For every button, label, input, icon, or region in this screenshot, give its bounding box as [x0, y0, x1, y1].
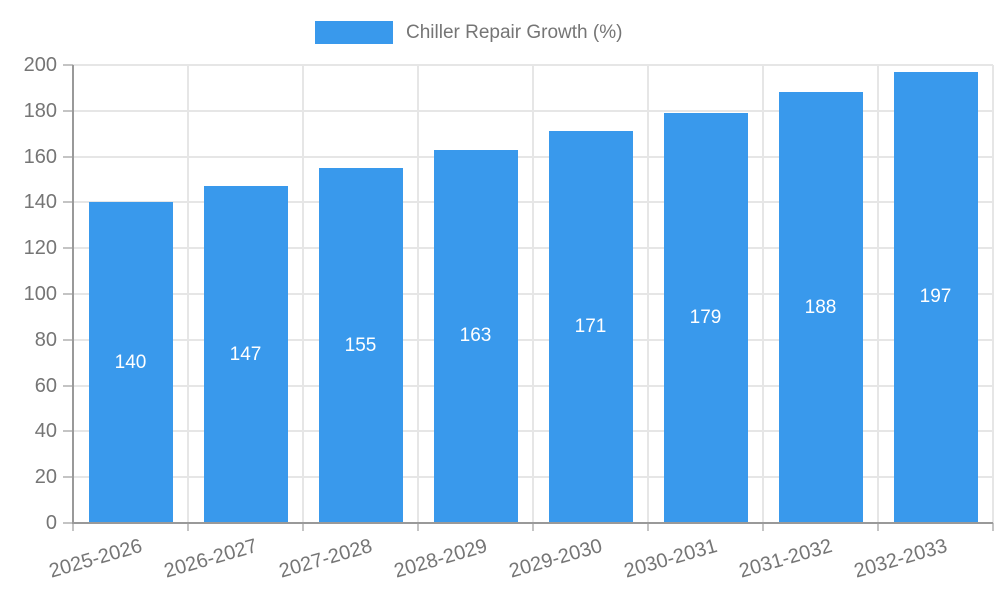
bar-value-label: 155 [344, 334, 377, 356]
x-axis-tick-label: 2026-2027 [161, 535, 260, 583]
bar [318, 168, 403, 523]
gridline-vertical [877, 65, 879, 523]
gridline-vertical [992, 65, 994, 523]
bar-value-label: 179 [689, 307, 722, 329]
gridline-vertical [532, 65, 534, 523]
x-axis-tick-label: 2028-2029 [391, 535, 490, 583]
bar-value-label: 147 [229, 343, 262, 365]
bar [88, 202, 173, 523]
y-axis-tick [63, 430, 73, 433]
x-axis-tick [762, 523, 764, 531]
legend-swatch [315, 21, 393, 44]
y-axis-tick-label: 120 [23, 237, 57, 260]
legend-label: Chiller Repair Growth (%) [406, 21, 623, 43]
bar [203, 186, 288, 523]
x-axis-tick [72, 523, 74, 531]
y-axis-tick-label: 180 [23, 99, 57, 122]
y-axis-tick-label: 0 [45, 512, 57, 534]
y-axis-line [72, 65, 74, 523]
gridline-vertical [417, 65, 419, 523]
x-axis-tick [647, 523, 649, 531]
y-axis-tick [63, 476, 73, 479]
gridline-vertical [302, 65, 304, 523]
bar-value-label: 197 [919, 286, 952, 308]
y-axis-tick-label: 140 [23, 191, 57, 214]
x-axis-tick-label: 2031-2032 [736, 535, 835, 583]
bar [433, 149, 518, 523]
x-axis-tick-label: 2027-2028 [276, 535, 375, 583]
x-axis-tick-label: 2030-2031 [621, 535, 720, 583]
bar-value-label: 140 [114, 351, 147, 373]
x-axis-tick-label: 2032-2033 [851, 535, 950, 583]
y-axis-tick-label: 160 [23, 145, 57, 168]
y-axis-tick [63, 201, 73, 204]
y-axis-tick [63, 247, 73, 250]
x-axis-tick [302, 523, 304, 531]
legend-item[interactable]: Chiller Repair Growth (%) [315, 21, 622, 44]
bar-value-label: 163 [459, 325, 492, 347]
x-axis-tick [417, 523, 419, 531]
y-axis-tick-label: 40 [34, 420, 57, 443]
y-axis-tick-label: 80 [34, 328, 57, 351]
x-axis-tick [992, 523, 994, 531]
plot-area: 0 20 40 60 80 100 120 140 160 180 200 140 147 155 163 1… [24, 54, 994, 583]
x-axis-tick [877, 523, 879, 531]
bar [778, 92, 863, 523]
x-axis-tick-label: 2029-2030 [506, 535, 605, 583]
y-axis-tick-label: 20 [34, 466, 57, 489]
bar [893, 71, 978, 523]
y-axis-tick [63, 64, 73, 66]
x-axis-tick [532, 523, 534, 531]
x-axis-tick [187, 523, 189, 531]
y-axis-tick [63, 109, 73, 112]
y-axis-tick [63, 384, 73, 387]
x-axis-line [72, 522, 993, 524]
y-axis-tick [63, 155, 73, 158]
bar [548, 131, 633, 523]
y-axis-tick [63, 338, 73, 341]
x-axis-tick-label: 2025-2026 [46, 535, 145, 583]
y-axis-tick-label: 200 [23, 54, 57, 76]
gridline-vertical [647, 65, 649, 523]
gridline-vertical [187, 65, 189, 523]
gridline-vertical [762, 65, 764, 523]
y-axis-tick-label: 60 [34, 374, 57, 397]
bar [663, 113, 748, 523]
bar-value-label: 188 [804, 296, 837, 318]
bar-value-label: 171 [574, 316, 607, 338]
y-axis-tick-label: 100 [23, 283, 57, 305]
y-axis-tick [63, 522, 73, 524]
y-axis-tick [63, 293, 73, 295]
